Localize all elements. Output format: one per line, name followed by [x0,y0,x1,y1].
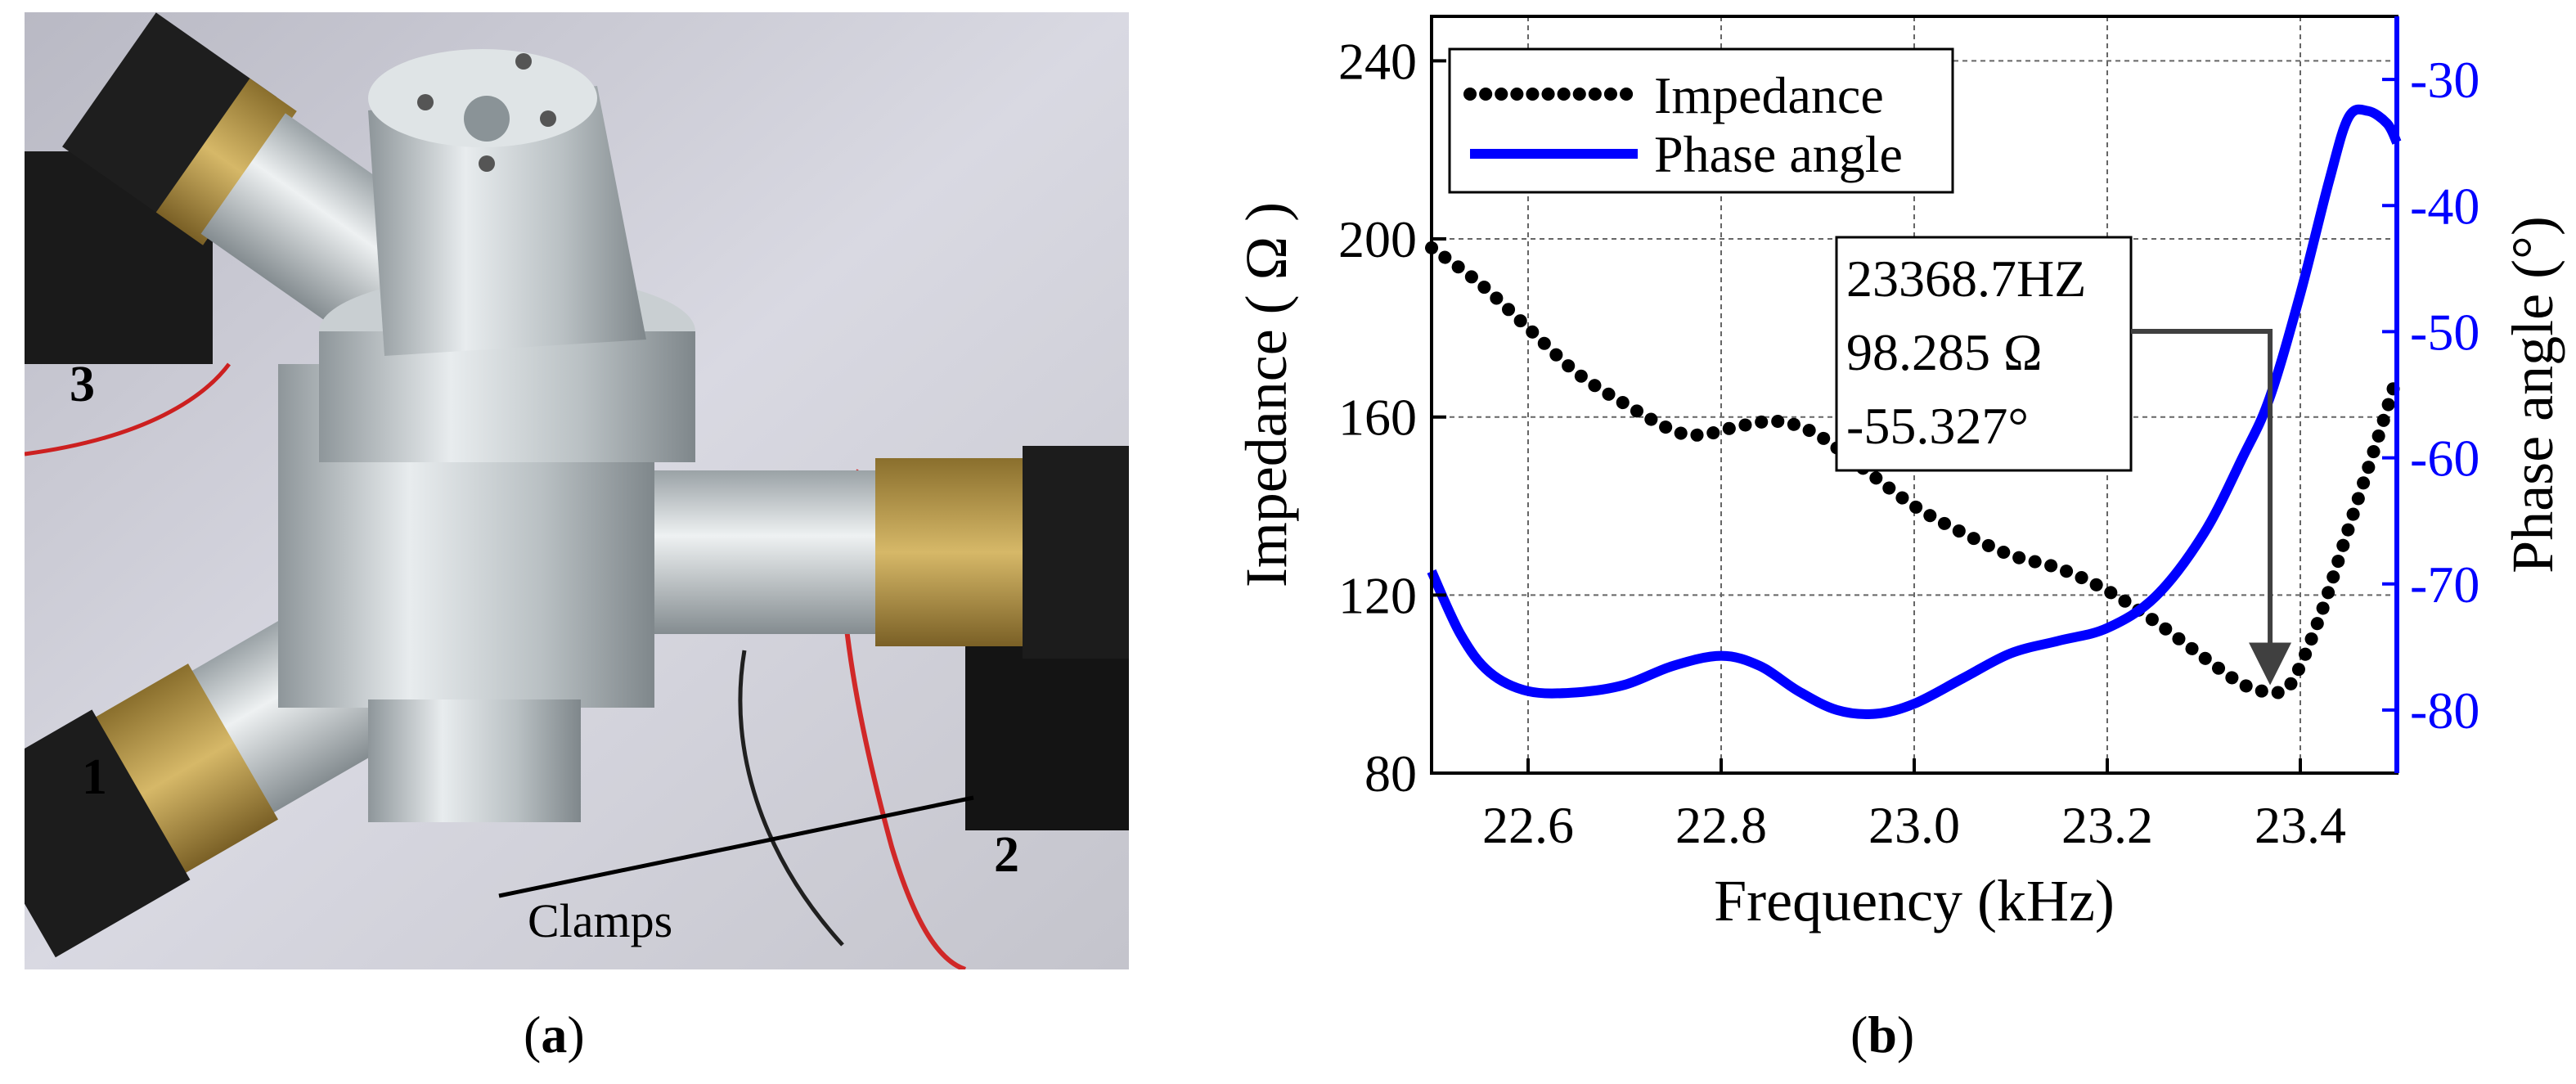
y-left-axis-label: Impedance ( Ω ) [1234,202,1299,587]
legend-impedance-label: Impedance [1654,66,1884,124]
series-impedance-line [1425,241,2403,699]
y-right-tick-label: -80 [2410,681,2479,740]
y-left-tick-label: 80 [1364,744,1417,803]
x-tick-label: 22.6 [1482,796,1574,854]
label-arm-2: 2 [994,827,1019,883]
y-left-tick-label: 240 [1338,32,1417,90]
x-tick-label: 22.8 [1675,796,1767,854]
caption-b-letter: b [1868,1005,1897,1064]
wire-black [738,650,844,947]
label-arm-3: 3 [70,357,95,412]
series-layer [1425,104,2403,720]
x-axis-label: Frequency (kHz) [1714,868,2115,933]
annotation-line: 98.285 Ω [1846,323,2043,381]
legend-phase-label: Phase angle [1654,125,1903,183]
caption-a-letter: a [541,1005,568,1064]
horn-center-hole [464,96,510,142]
series-phase-line [1427,104,2402,720]
screw-hole [515,53,532,70]
caption-b: (b) [1850,1005,1915,1064]
annotation-arrow-line [2131,329,2273,647]
bottom-boss [368,699,581,822]
y-left-tick-label: 120 [1338,566,1417,624]
annotation-arrow-head [2249,642,2292,686]
annotation-line: -55.327° [1846,397,2029,455]
y-right-tick-label: -50 [2410,303,2479,361]
legend-box [1448,47,1954,194]
top-horn [368,86,646,356]
axes: 22.6 22.8 23.0 23.2 23.4 80 120 160 200 240 -80 -70… [1234,15,2565,933]
y-right-tick-label: -40 [2410,177,2479,235]
transducer-photo: 3 2 1 Clamps [0,12,1129,972]
chart-panel: 22.6 22.8 23.0 23.2 23.4 80 120 160 200 240 -80 -70… [1211,0,2576,982]
annotation-line: 23368.7HZ [1846,250,2086,308]
annotation-box [1835,236,2133,472]
photo-panel: 3 2 1 Clamps [0,12,1129,972]
y-left-tick-label: 160 [1338,389,1417,447]
y-right-axis-label: Phase angle (°) [2500,216,2565,573]
screw-hole [540,110,556,127]
caption-a: (a) [524,1005,585,1064]
x-tick-label: 23.2 [2061,796,2153,854]
y-right-tick-label: -70 [2410,555,2479,614]
x-tick-label: 23.4 [2255,796,2346,854]
arm-2 [646,446,1129,659]
label-clamps: Clamps [528,894,672,947]
label-arm-1: 1 [82,749,107,805]
screw-hole [417,94,434,110]
y-left-tick-label: 200 [1338,210,1417,268]
x-tick-label: 23.0 [1868,796,1960,854]
y-right-tick-label: -30 [2410,51,2479,109]
annotation: 23368.7HZ 98.285 Ω -55.327° [1835,236,2292,686]
y-right-tick-label: -60 [2410,430,2479,488]
screw-hole [479,155,495,172]
wire-red-1 [24,362,231,457]
clamps-pointer-line [498,795,974,898]
collar [319,331,695,462]
impedance-phase-chart: 22.6 22.8 23.0 23.2 23.4 80 120 160 200 240 -80 -70… [1234,15,2565,933]
